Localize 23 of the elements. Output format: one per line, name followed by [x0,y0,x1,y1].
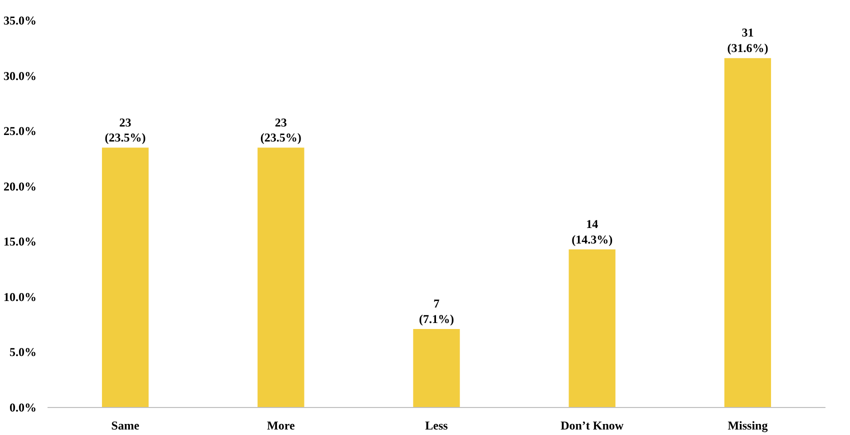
data-label: 23 (23.5%) [104,115,146,145]
data-label: 23 (23.5%) [260,115,302,145]
data-label: 14 (14.3%) [572,216,613,246]
y-tick-label: 20.0% [4,179,36,194]
y-tick-label: 25.0% [4,124,36,138]
y-tick-label: 30.0% [4,68,36,83]
data-label: 31 (31.6%) [727,26,768,56]
y-tick-label: 15.0% [4,234,36,249]
bar [413,328,460,408]
y-tick-label: 5.0% [10,345,36,360]
bar [102,148,149,408]
y-tick-label: 35.0% [4,14,36,28]
x-tick-label: Same [111,418,140,432]
bar [724,58,772,408]
x-tick-label: More [267,418,296,432]
bar [258,148,304,408]
bar [568,249,616,408]
x-tick-label: Missing [728,418,768,432]
y-tick-label: 0.0% [10,400,36,414]
y-tick-label: 10.0% [4,290,36,304]
data-label: 7 (7.1%) [419,296,454,326]
x-tick-label: Don’t Know [560,418,624,432]
x-tick-label: Less [425,418,448,432]
